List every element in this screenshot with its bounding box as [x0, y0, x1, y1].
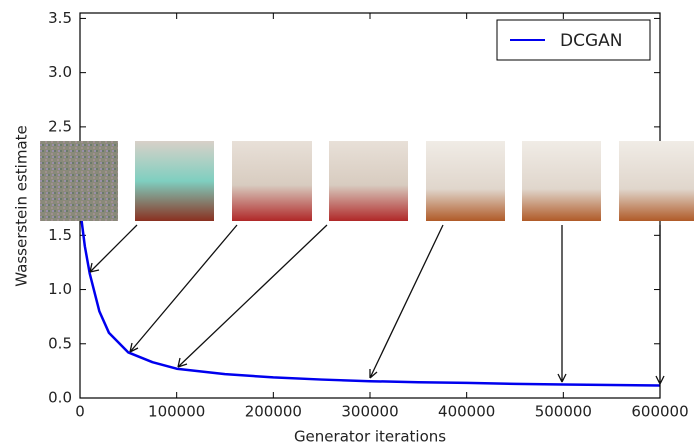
- thumbnail: [426, 141, 505, 221]
- thumbnail: [329, 141, 408, 221]
- thumbnail: [522, 141, 601, 221]
- y-tick-label: 0.5: [48, 334, 72, 352]
- thumbnail: [619, 141, 694, 221]
- arrow: [90, 225, 137, 272]
- thumbnails: [40, 141, 694, 221]
- y-tick-label: 3.0: [48, 63, 72, 81]
- y-tick-label: 1.5: [48, 226, 72, 244]
- x-tick-label: 500000: [535, 403, 592, 421]
- y-tick-label: 0.0: [48, 389, 72, 407]
- legend-label: DCGAN: [560, 31, 622, 51]
- arrow: [656, 225, 664, 384]
- thumbnail: [232, 141, 312, 221]
- arrow: [130, 225, 237, 352]
- chart: Generator iterations Wasserstein estimat…: [0, 0, 694, 445]
- x-tick-label: 200000: [245, 403, 302, 421]
- arrow: [178, 225, 327, 367]
- y-axis-label: Wasserstein estimate: [13, 125, 31, 286]
- y-tick-label: 2.5: [48, 117, 72, 135]
- x-tick-label: 0: [75, 403, 85, 421]
- y-tick-label: 3.5: [48, 9, 72, 27]
- thumbnail: [135, 141, 214, 221]
- x-tick-label: 100000: [148, 403, 205, 421]
- legend: DCGAN: [497, 20, 650, 60]
- thumbnail: [40, 141, 118, 221]
- data-line: [80, 208, 660, 385]
- x-tick-label: 300000: [341, 403, 398, 421]
- arrows: [90, 225, 664, 384]
- y-tick-label: 1.0: [48, 280, 72, 298]
- x-tick-label: 600000: [631, 403, 688, 421]
- arrow: [370, 225, 443, 378]
- x-axis-label: Generator iterations: [294, 428, 446, 445]
- arrow: [558, 225, 566, 382]
- x-tick-label: 400000: [438, 403, 495, 421]
